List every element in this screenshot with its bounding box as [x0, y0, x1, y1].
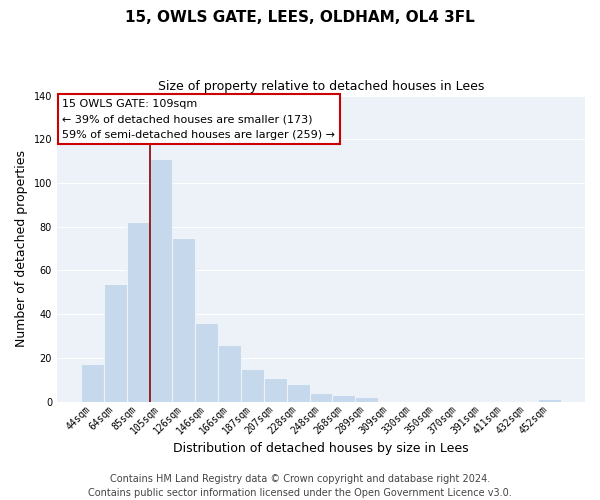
Bar — [241, 369, 264, 402]
Y-axis label: Number of detached properties: Number of detached properties — [15, 150, 28, 347]
Bar — [149, 159, 172, 402]
Bar — [218, 345, 241, 402]
Bar — [355, 398, 378, 402]
Bar — [127, 222, 149, 402]
Bar — [172, 238, 195, 402]
Bar — [195, 323, 218, 402]
Bar — [287, 384, 310, 402]
Bar — [104, 284, 127, 402]
Bar — [310, 393, 332, 402]
X-axis label: Distribution of detached houses by size in Lees: Distribution of detached houses by size … — [173, 442, 469, 455]
Bar — [264, 378, 287, 402]
Text: Contains HM Land Registry data © Crown copyright and database right 2024.
Contai: Contains HM Land Registry data © Crown c… — [88, 474, 512, 498]
Bar — [332, 395, 355, 402]
Bar — [81, 364, 104, 402]
Text: 15 OWLS GATE: 109sqm
← 39% of detached houses are smaller (173)
59% of semi-deta: 15 OWLS GATE: 109sqm ← 39% of detached h… — [62, 98, 335, 140]
Text: 15, OWLS GATE, LEES, OLDHAM, OL4 3FL: 15, OWLS GATE, LEES, OLDHAM, OL4 3FL — [125, 10, 475, 25]
Bar — [538, 400, 561, 402]
Title: Size of property relative to detached houses in Lees: Size of property relative to detached ho… — [158, 80, 484, 93]
